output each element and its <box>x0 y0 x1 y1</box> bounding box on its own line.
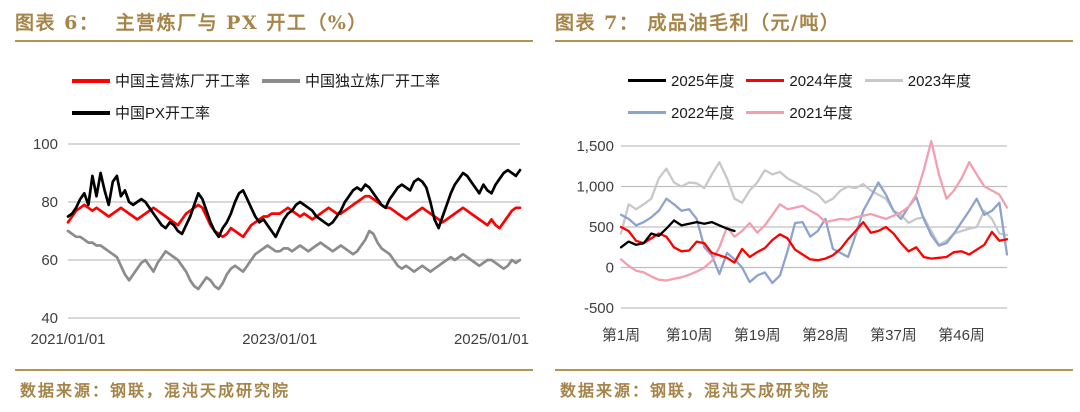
y-tick-label: -500 <box>584 300 614 317</box>
legend-label: 中国PX开工率 <box>115 105 211 122</box>
legend-item-china-independent-refinery-run-rate: 中国独立炼厂开工率 <box>262 70 440 91</box>
series-line-year-2021 <box>619 139 1009 282</box>
series-line-china-main-refinery-run-rate <box>66 194 522 239</box>
legend-label: 2021年度 <box>789 105 853 122</box>
legend-item-year-2023: 2023年度 <box>864 70 972 91</box>
y-tick-label: 0 <box>606 260 614 277</box>
legend-item-year-2022: 2022年度 <box>628 102 734 123</box>
y-tick-label: 100 <box>33 136 58 153</box>
x-tick-label: 2023/01/01 <box>242 331 317 348</box>
legend-row: 2025年度 2024年度 2023年度 <box>628 70 971 91</box>
legend-label: 2024年度 <box>789 73 853 90</box>
legend-label: 中国独立炼厂开工率 <box>305 73 441 90</box>
figure-6-title: 图表 6： 主营炼厂与 PX 开工（%） <box>15 8 533 42</box>
series-line-year-2023 <box>619 161 1009 246</box>
legend-item-year-2025: 2025年度 <box>628 70 734 91</box>
x-tick-label: 第19周 <box>734 326 781 344</box>
legend-row: 中国主营炼厂开工率 中国独立炼厂开工率 <box>72 70 440 91</box>
figure-6-panel: 图表 6： 主营炼厂与 PX 开工（%） 中国主营炼厂开工率 中国独立炼厂开工率中… <box>15 8 533 401</box>
legend-row: 2022年度 2021年度 <box>628 102 971 123</box>
y-tick-label: 1,000 <box>576 179 614 196</box>
refinery-px-operating-rate-chart: 40 60 80 100 2021/01/01 2023/01/01 2025/01/01 <box>30 136 529 348</box>
y-tick-label: 1,500 <box>576 138 614 155</box>
x-tick-label: 2021/01/01 <box>30 331 105 348</box>
series-line-china-independent-refinery-run-rate <box>66 229 522 291</box>
x-tick-label: 第37周 <box>870 326 917 344</box>
y-tick-label: 40 <box>41 310 58 327</box>
legend-line-swatch <box>262 78 301 83</box>
refined-oil-margin-chart: -500 0 500 1,000 1,500 第1周 第10周 第19周 第28周 第37周 第46… <box>576 138 1009 344</box>
figure-7-legend: 2025年度 2024年度 2023年度 2022年度 2021年度 <box>628 70 971 123</box>
x-tick-label: 第1周 <box>602 326 640 344</box>
legend-line-swatch <box>628 111 666 114</box>
figure-6-legend: 中国主营炼厂开工率 中国独立炼厂开工率中国PX开工率 <box>72 70 440 123</box>
y-tick-label: 500 <box>589 219 614 236</box>
legend-label: 2025年度 <box>671 73 735 90</box>
legend-item-china-px-run-rate: 中国PX开工率 <box>72 102 210 123</box>
x-tick-label: 第46周 <box>938 326 985 344</box>
series-line-china-px-run-rate <box>66 168 522 239</box>
series-line-year-2025 <box>619 219 736 249</box>
legend-row: 中国PX开工率 <box>72 102 440 123</box>
legend-label: 2022年度 <box>671 105 735 122</box>
figure-6-source: 数据来源：钢联，混沌天成研究院 <box>15 369 533 401</box>
y-tick-label: 80 <box>41 194 58 211</box>
legend-line-swatch <box>628 79 666 82</box>
figure-7-panel: 图表 7： 成品油毛利（元/吨） 2025年度 2024年度 2023年度 2022年… <box>540 0 1080 412</box>
legend-label: 2023年度 <box>907 73 972 90</box>
series-line-year-2022 <box>619 181 1009 285</box>
x-tick-label: 第10周 <box>666 326 713 344</box>
legend-item-china-main-refinery-run-rate: 中国主营炼厂开工率 <box>72 70 250 91</box>
legend-item-year-2024: 2024年度 <box>746 70 853 91</box>
figure-7-title: 图表 7： 成品油毛利（元/吨） <box>555 8 1073 42</box>
legend-line-swatch <box>72 110 110 115</box>
legend-label: 中国主营炼厂开工率 <box>115 73 251 90</box>
x-tick-label: 2025/01/01 <box>454 331 529 348</box>
series-line-year-2024 <box>619 220 1009 264</box>
legend-line-swatch <box>746 79 785 82</box>
x-tick-label: 第28周 <box>802 326 849 344</box>
legend-line-swatch <box>72 78 110 83</box>
legend-line-swatch <box>864 79 903 82</box>
legend-item-year-2021: 2021年度 <box>746 102 853 123</box>
figure-7-source: 数据来源：钢联，混沌天成研究院 <box>555 369 1073 401</box>
y-tick-label: 60 <box>41 252 58 269</box>
legend-line-swatch <box>746 111 785 114</box>
